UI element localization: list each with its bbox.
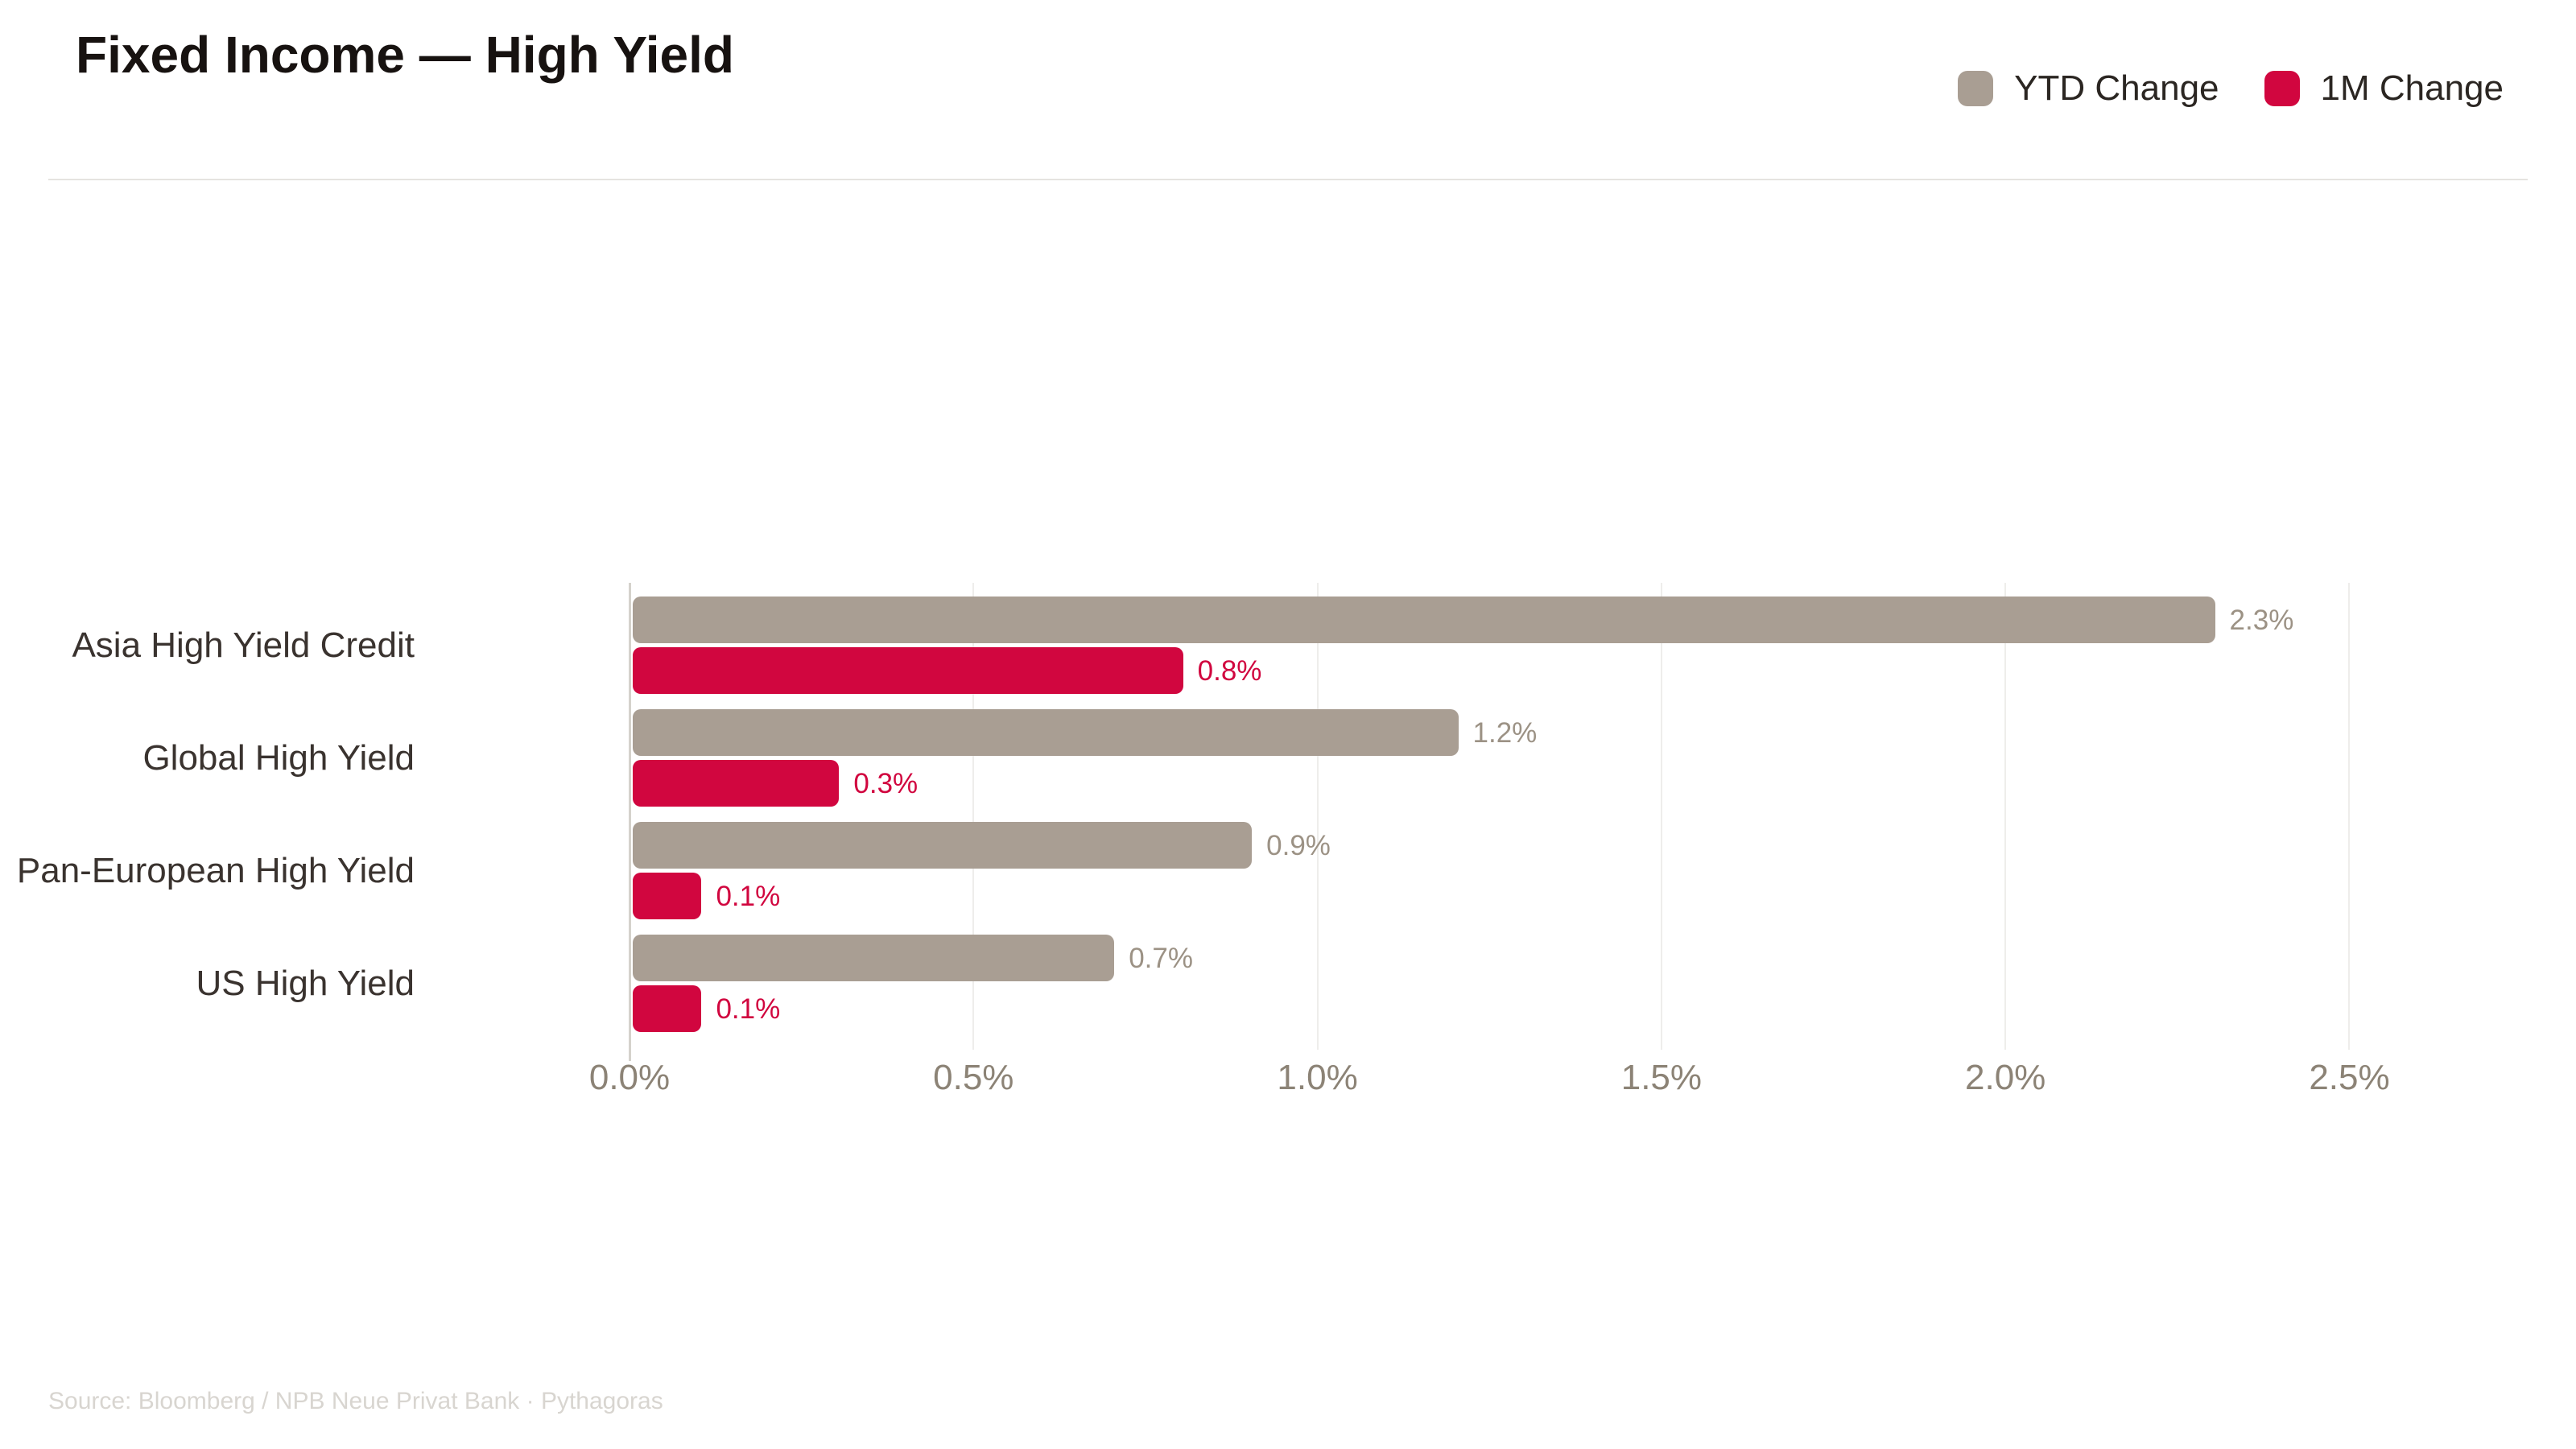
bar-1m: [633, 760, 840, 807]
bar-1m: [633, 873, 702, 919]
ytd-legend-swatch-icon: [1958, 71, 1994, 106]
source-note: Source: Bloomberg / NPB Neue Privat Bank…: [48, 1388, 663, 1414]
bar-value-label: 0.8%: [1197, 655, 1262, 687]
chart-legend: YTD Change 1M Change: [1958, 71, 2504, 106]
gridline-1.0%: [1316, 583, 1319, 1050]
bar-1m: [633, 985, 702, 1032]
bar-ytd: [633, 709, 1459, 756]
x-tick-label: 0.5%: [933, 1058, 1014, 1097]
1m-legend-label: 1M Change: [2320, 68, 2504, 108]
1m-legend-swatch-icon: [2264, 71, 2300, 106]
x-tick-label: 1.5%: [1620, 1058, 1703, 1097]
gridline-2.0%: [2004, 583, 2007, 1050]
category-label: Asia High Yield Credit: [72, 625, 415, 665]
bar-ytd: [633, 597, 2215, 643]
bar-value-label: 0.9%: [1266, 830, 1331, 861]
bar-value-label: 2.3%: [2229, 605, 2294, 636]
bar-ytd: [633, 935, 1115, 981]
bar-value-label: 0.3%: [853, 768, 919, 799]
gridline-1.5%: [1660, 583, 1662, 1050]
category-label: Pan-European High Yield: [16, 851, 415, 890]
bar-value-label: 0.7%: [1129, 943, 1193, 974]
gridline-0.5%: [972, 583, 975, 1050]
category-label: US High Yield: [196, 964, 415, 1003]
y-axis-line: [628, 583, 631, 1061]
x-tick-label: 0.0%: [588, 1058, 671, 1097]
bar-1m: [633, 647, 1183, 694]
legend-item-1m: 1M Change: [2264, 71, 2504, 106]
legend-item-ytd: YTD Change: [1958, 71, 2219, 106]
bar-value-label: 1.2%: [1472, 717, 1538, 749]
category-label: Global High Yield: [142, 738, 415, 778]
x-tick-label: 1.0%: [1277, 1058, 1358, 1097]
x-tick-label: 2.0%: [1965, 1058, 2046, 1097]
bar-value-label: 0.1%: [716, 993, 781, 1025]
page-title: Fixed Income — High Yield: [76, 26, 734, 84]
bar-ytd: [633, 822, 1253, 869]
x-tick-label: 2.5%: [2309, 1058, 2390, 1097]
header-divider: [48, 179, 2528, 180]
bar-value-label: 0.1%: [716, 881, 781, 912]
gridline-2.5%: [2348, 583, 2351, 1050]
ytd-legend-label: YTD Change: [2014, 68, 2219, 108]
